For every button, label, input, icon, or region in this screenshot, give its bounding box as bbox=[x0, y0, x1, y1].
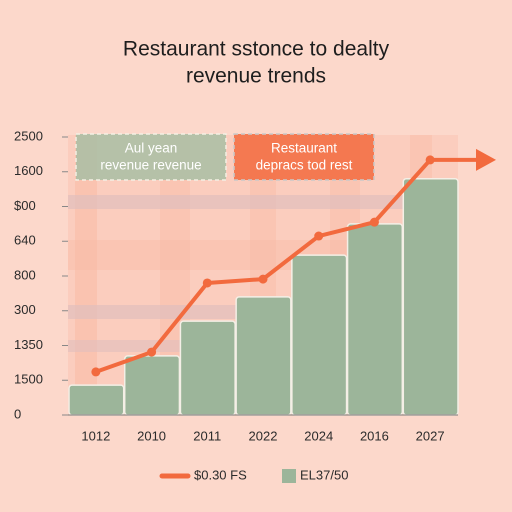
y-tick-label: 0 bbox=[14, 406, 21, 421]
annotation-box bbox=[233, 133, 375, 181]
line-point bbox=[202, 278, 212, 288]
bar bbox=[123, 355, 181, 416]
annotation-box bbox=[75, 133, 227, 181]
bar bbox=[179, 320, 236, 416]
line-point bbox=[258, 274, 268, 284]
annotation-text: Aul yean bbox=[125, 141, 178, 156]
bar bbox=[291, 254, 348, 416]
y-tick-label: 1500 bbox=[14, 372, 43, 387]
bar bbox=[68, 384, 125, 416]
legend-label: EL37/50 bbox=[300, 467, 348, 482]
line-point bbox=[369, 217, 379, 227]
chart-title: revenue trends bbox=[186, 65, 326, 88]
y-tick-label: 640 bbox=[14, 233, 36, 248]
x-tick-label: 2011 bbox=[193, 428, 221, 443]
bar bbox=[346, 223, 404, 416]
y-tick-label: 300 bbox=[14, 302, 36, 317]
y-tick-label: 800 bbox=[14, 267, 36, 282]
y-tick-label: 2500 bbox=[14, 128, 43, 143]
x-tick-label: 2016 bbox=[360, 428, 389, 443]
bar bbox=[402, 177, 459, 416]
annotation-text: depracs tod rest bbox=[256, 158, 353, 173]
x-tick-label: 2010 bbox=[137, 428, 166, 443]
x-tick-label: 2027 bbox=[416, 428, 445, 443]
chart-title: Restaurant sstonce to dealty bbox=[123, 38, 390, 61]
legend-swatch bbox=[282, 469, 296, 483]
y-tick-label: 1350 bbox=[14, 337, 43, 352]
legend-label: $0.30 FS bbox=[194, 467, 247, 482]
x-tick-label: 2022 bbox=[249, 428, 278, 443]
line-point bbox=[314, 231, 324, 241]
y-tick-label: 1600 bbox=[14, 163, 43, 178]
x-tick-label: 1012 bbox=[81, 428, 110, 443]
arrow-head bbox=[476, 148, 496, 171]
x-tick-label: 2024 bbox=[304, 428, 333, 443]
line-point bbox=[147, 347, 157, 357]
annotation-text: Restaurant bbox=[271, 141, 337, 156]
annotation-text: revenue revenue bbox=[100, 158, 201, 173]
line-point bbox=[91, 367, 101, 377]
bar bbox=[235, 296, 292, 416]
y-tick-label: $00 bbox=[14, 198, 36, 213]
